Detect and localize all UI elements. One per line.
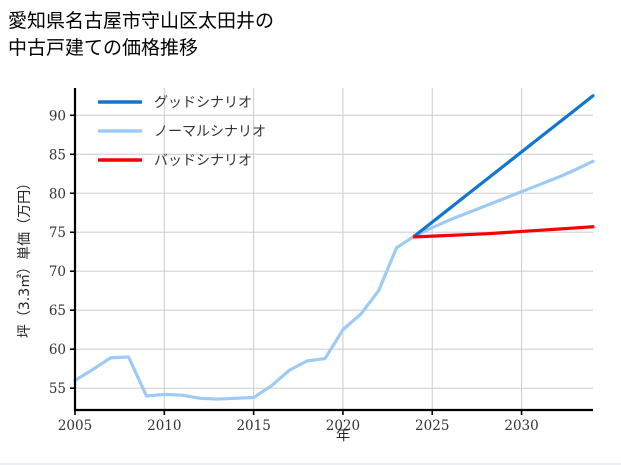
x-axis-tick-labels: 2005 2010 2015 2020 2025 2030: [58, 410, 539, 434]
legend-label-bad: バッドシナリオ: [154, 153, 252, 169]
y-axis-title: 坪（3.3㎡）単価（万円）: [17, 176, 33, 338]
x-tick-label-2005: 2005: [58, 418, 92, 434]
legend-label-good: グッドシナリオ: [154, 95, 252, 111]
x-tick-label-2030: 2030: [504, 418, 538, 434]
x-tick-label-2025: 2025: [415, 418, 449, 434]
y-axis-tick-labels: 55 60 65 70 75 80 85 90: [49, 108, 75, 397]
series-line-ノーマルシナリオ: [73, 159, 595, 401]
y-tick-label-85: 85: [49, 147, 66, 163]
y-tick-label-55: 55: [49, 381, 66, 397]
x-axis-title: 年: [336, 428, 350, 444]
series-line-バッドシナリオ: [412, 225, 595, 239]
y-tick-label-70: 70: [49, 264, 66, 280]
y-tick-label-60: 60: [49, 342, 66, 358]
legend-label-normal: ノーマルシナリオ: [154, 124, 266, 140]
x-tick-label-2015: 2015: [236, 418, 270, 434]
chart-title: 愛知県名古屋市守山区太田井の 中古戸建ての価格推移: [8, 10, 275, 59]
y-tick-label-90: 90: [49, 108, 66, 124]
gridlines: [75, 88, 593, 410]
y-tick-label-65: 65: [49, 303, 66, 319]
x-tick-label-2010: 2010: [147, 418, 181, 434]
axis-lines: [73, 88, 593, 412]
bottom-divider: [0, 463, 621, 465]
x-tick-label-2020: 2020: [326, 418, 360, 434]
y-tick-label-80: 80: [49, 186, 66, 202]
y-tick-label-75: 75: [49, 225, 66, 241]
series-line-グッドシナリオ: [412, 94, 595, 238]
data-series-group: [73, 94, 595, 401]
